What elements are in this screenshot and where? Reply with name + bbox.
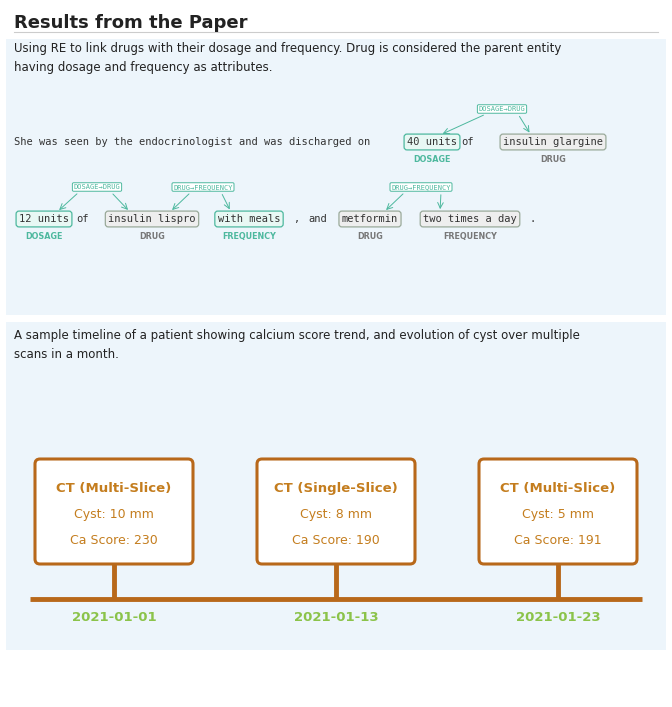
- Text: of: of: [461, 137, 474, 147]
- Text: 2021-01-13: 2021-01-13: [294, 611, 378, 624]
- Text: Cyst: 8 mm: Cyst: 8 mm: [300, 508, 372, 521]
- Text: DOSAGE→DRUG: DOSAGE→DRUG: [74, 184, 120, 190]
- Text: A sample timeline of a patient showing calcium score trend, and evolution of cys: A sample timeline of a patient showing c…: [14, 329, 580, 361]
- FancyBboxPatch shape: [257, 459, 415, 564]
- Text: DRUG→FREQUENCY: DRUG→FREQUENCY: [391, 184, 451, 190]
- FancyBboxPatch shape: [479, 459, 637, 564]
- Text: 2021-01-01: 2021-01-01: [72, 611, 157, 624]
- Text: Using RE to link drugs with their dosage and frequency. Drug is considered the p: Using RE to link drugs with their dosage…: [14, 42, 561, 74]
- Text: 12 units: 12 units: [19, 214, 69, 224]
- Text: of: of: [76, 214, 89, 224]
- Text: Cyst: 5 mm: Cyst: 5 mm: [522, 508, 594, 521]
- Text: Ca Score: 230: Ca Score: 230: [70, 534, 158, 547]
- Text: with meals: with meals: [218, 214, 280, 224]
- Text: DOSAGE: DOSAGE: [413, 155, 451, 164]
- FancyBboxPatch shape: [6, 39, 666, 315]
- Text: Ca Score: 191: Ca Score: 191: [514, 534, 602, 547]
- Text: ,: ,: [294, 214, 300, 224]
- Text: metformin: metformin: [342, 214, 398, 224]
- Text: Ca Score: 190: Ca Score: 190: [292, 534, 380, 547]
- Text: DRUG: DRUG: [540, 155, 566, 164]
- FancyBboxPatch shape: [6, 322, 666, 650]
- Text: DOSAGE: DOSAGE: [26, 232, 62, 241]
- Text: and: and: [308, 214, 327, 224]
- Text: 2021-01-23: 2021-01-23: [515, 611, 600, 624]
- Text: 40 units: 40 units: [407, 137, 457, 147]
- Text: DRUG→FREQUENCY: DRUG→FREQUENCY: [173, 184, 233, 190]
- Text: DOSAGE→DRUG: DOSAGE→DRUG: [478, 106, 526, 112]
- Text: CT (Multi-Slice): CT (Multi-Slice): [501, 482, 616, 495]
- Text: Results from the Paper: Results from the Paper: [14, 14, 247, 32]
- Text: insulin lispro: insulin lispro: [108, 214, 196, 224]
- Text: DRUG: DRUG: [357, 232, 383, 241]
- Text: CT (Multi-Slice): CT (Multi-Slice): [56, 482, 171, 495]
- Text: insulin glargine: insulin glargine: [503, 137, 603, 147]
- Text: She was seen by the endocrinologist and was discharged on: She was seen by the endocrinologist and …: [14, 137, 370, 147]
- Text: two times a day: two times a day: [423, 214, 517, 224]
- Text: FREQUENCY: FREQUENCY: [222, 232, 276, 241]
- Text: FREQUENCY: FREQUENCY: [443, 232, 497, 241]
- Text: DRUG: DRUG: [139, 232, 165, 241]
- FancyBboxPatch shape: [35, 459, 193, 564]
- Text: .: .: [530, 214, 536, 224]
- Text: CT (Single-Slice): CT (Single-Slice): [274, 482, 398, 495]
- Text: Cyst: 10 mm: Cyst: 10 mm: [74, 508, 154, 521]
